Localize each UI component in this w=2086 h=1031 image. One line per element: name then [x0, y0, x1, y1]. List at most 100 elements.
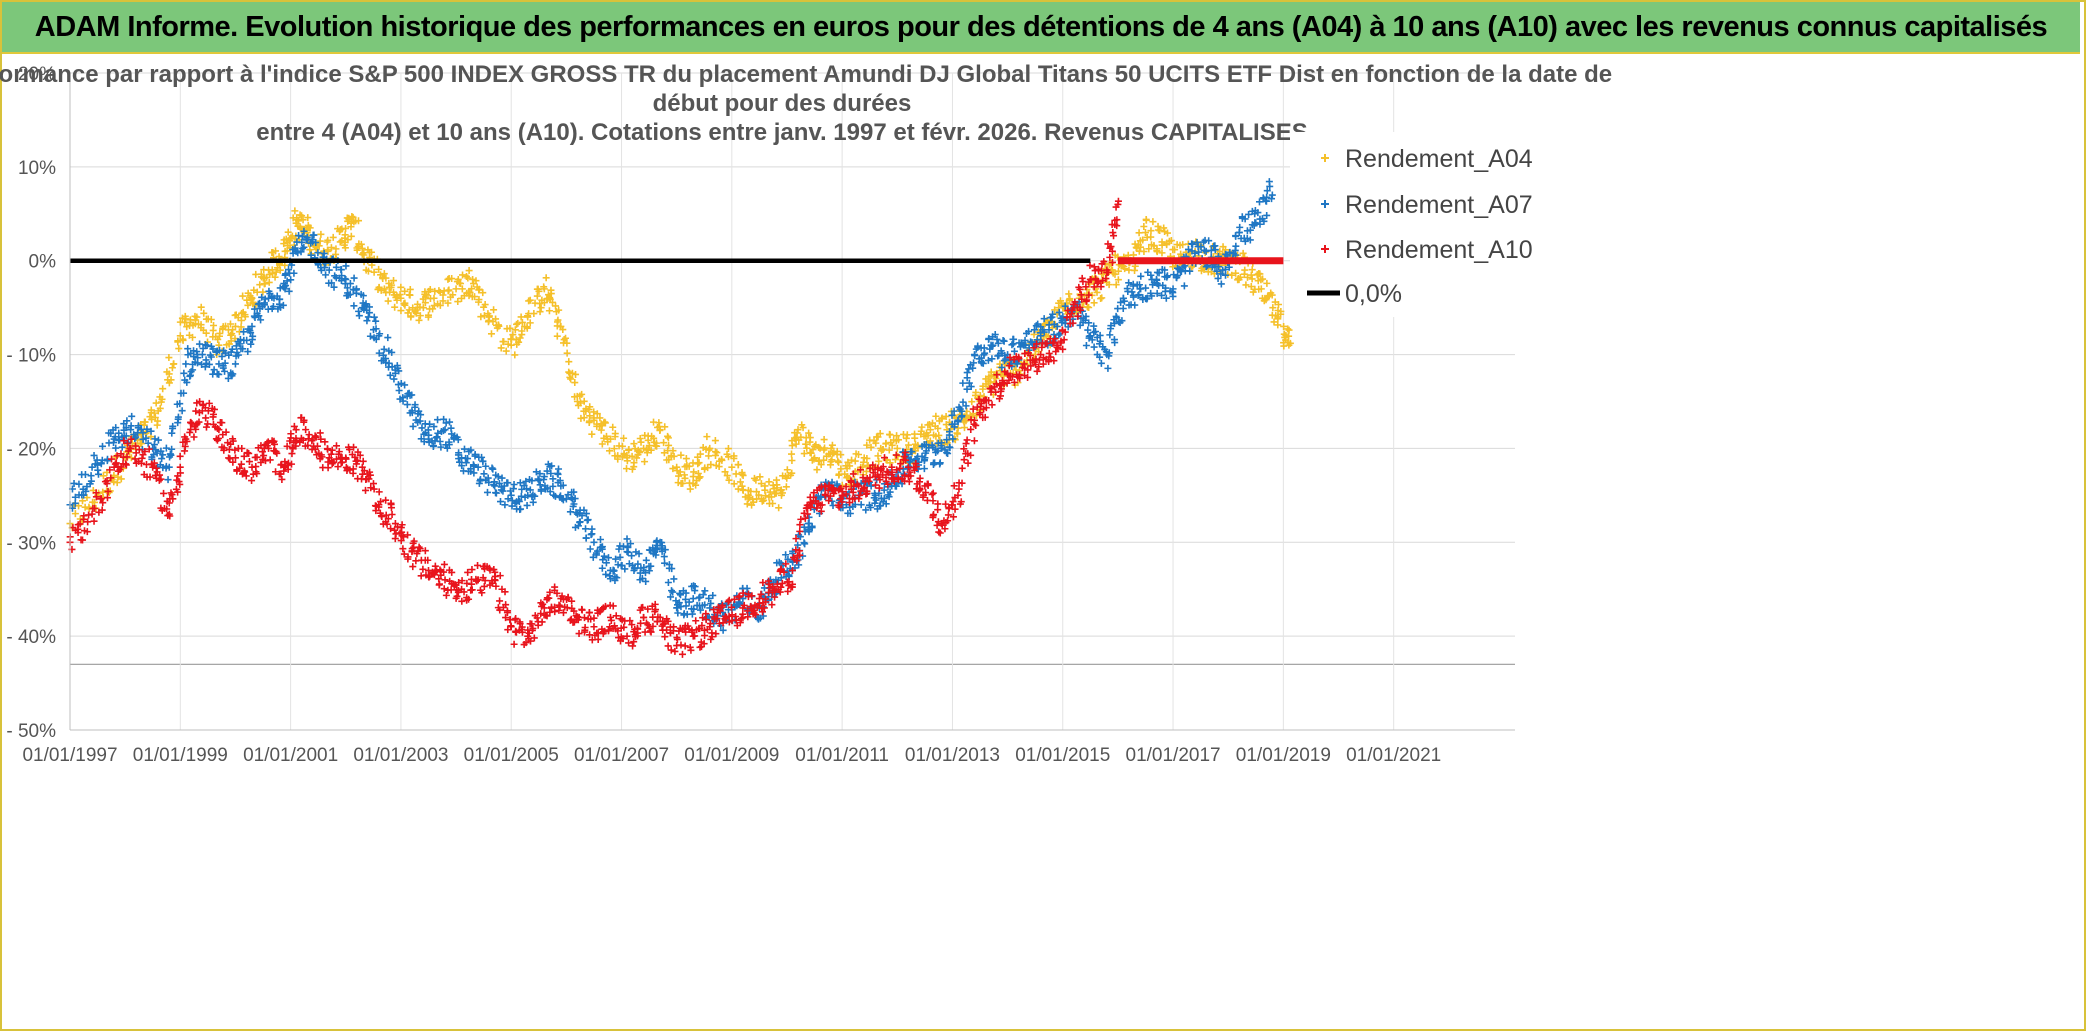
- rendement-a10-point: [491, 568, 499, 576]
- rendement-a10-point: [400, 550, 408, 558]
- rendement-a07-point: [218, 352, 226, 360]
- rendement-a10-point: [69, 524, 77, 532]
- rendement-a07-point: [993, 335, 1001, 343]
- rendement-a07-point: [1251, 210, 1259, 218]
- rendement-a10-point: [785, 578, 793, 586]
- rendement-a10-point: [955, 485, 963, 493]
- rendement-a07-point: [299, 245, 307, 253]
- rendement-a10-point: [215, 426, 223, 434]
- rendement-a10-point: [875, 484, 883, 492]
- rendement-a07-point: [606, 575, 614, 583]
- rendement-a04-point: [455, 279, 463, 287]
- rendement-a07-point: [661, 546, 669, 554]
- rendement-a07-point: [892, 482, 900, 490]
- rendement-a07-point: [784, 555, 792, 563]
- rendement-a10-point: [719, 601, 727, 609]
- rendement-a07-point: [571, 495, 579, 503]
- rendement-a10-point: [604, 627, 612, 635]
- rendement-a07-point: [157, 447, 165, 455]
- rendement-a07-point: [342, 275, 350, 283]
- rendement-a07-point: [1123, 285, 1131, 293]
- rendement-a07-point: [945, 431, 953, 439]
- rendement-a07-point: [437, 443, 445, 451]
- rendement-a10-point: [1071, 298, 1079, 306]
- rendement-a10-point: [440, 585, 448, 593]
- rendement-a07-point: [406, 391, 414, 399]
- rendement-a10-point: [289, 445, 297, 453]
- rendement-a10-point: [91, 504, 99, 512]
- rendement-a04-point: [272, 268, 280, 276]
- rendement-a04-point: [728, 463, 736, 471]
- rendement-a04-point: [545, 307, 553, 315]
- rendement-a10-point: [929, 497, 937, 505]
- rendement-a10-point: [559, 595, 567, 603]
- rendement-a07-point: [537, 487, 545, 495]
- rendement-a04-point: [932, 412, 940, 420]
- rendement-a04-point: [738, 469, 746, 477]
- rendement-a04-point: [367, 248, 375, 256]
- rendement-a10-point: [988, 401, 996, 409]
- rendement-a04-point: [207, 315, 215, 323]
- rendement-a10-point: [231, 446, 239, 454]
- rendement-a07-point: [1191, 249, 1199, 257]
- rendement-a10-point: [263, 442, 271, 450]
- rendement-a10-point: [747, 602, 755, 610]
- rendement-a07-point: [1112, 312, 1120, 320]
- rendement-a10-point: [866, 474, 874, 482]
- rendement-a07-point: [280, 283, 288, 291]
- rendement-a10-point: [192, 407, 200, 415]
- rendement-a07-point: [1085, 319, 1093, 327]
- rendement-a10-point: [271, 440, 279, 448]
- rendement-a10-point: [176, 463, 184, 471]
- rendement-a04-point: [526, 296, 534, 304]
- rendement-a07-point: [1101, 345, 1109, 353]
- rendement-a10-point: [949, 498, 957, 506]
- rendement-a07-point: [543, 484, 551, 492]
- rendement-a07-point: [154, 436, 162, 444]
- rendement-a04-point: [601, 418, 609, 426]
- rendement-a04-point: [323, 238, 331, 246]
- rendement-a07-point: [616, 553, 624, 561]
- rendement-a07-point: [599, 556, 607, 564]
- rendement-a04-point: [370, 268, 378, 276]
- rendement-a10-point: [440, 568, 448, 576]
- rendement-a10-point: [793, 557, 801, 565]
- rendement-a04-point: [436, 301, 444, 309]
- rendement-a07-point: [635, 550, 643, 558]
- rendement-a04-point: [736, 478, 744, 486]
- rendement-a07-point: [522, 477, 530, 485]
- rendement-a10-point: [1060, 336, 1068, 344]
- rendement-a04-point: [329, 233, 337, 241]
- rendement-a07-point: [696, 606, 704, 614]
- rendement-a04-point: [226, 320, 234, 328]
- rendement-a10-point: [1045, 349, 1053, 357]
- rendement-a07-point: [1226, 248, 1234, 256]
- rendement-a10-point: [283, 442, 291, 450]
- rendement-a10-point: [784, 587, 792, 595]
- rendement-a07-point: [128, 412, 136, 420]
- rendement-a07-point: [1129, 282, 1137, 290]
- rendement-a04-point: [393, 292, 401, 300]
- rendement-a04-point: [509, 331, 517, 339]
- rendement-a10-point: [181, 433, 189, 441]
- rendement-a04-point: [415, 316, 423, 324]
- rendement-a04-point: [676, 468, 684, 476]
- rendement-a10-point: [204, 407, 212, 415]
- rendement-a04-point: [652, 439, 660, 447]
- rendement-a10-point: [241, 468, 249, 476]
- rendement-a04-point: [536, 308, 544, 316]
- rendement-a04-point: [1093, 288, 1101, 296]
- rendement-a10-point: [501, 588, 509, 596]
- rendement-a04-point: [664, 434, 672, 442]
- rendement-a04-point: [723, 472, 731, 480]
- rendement-a04-point: [792, 440, 800, 448]
- rendement-a04-point: [636, 434, 644, 442]
- rendement-a04-point: [724, 453, 732, 461]
- rendement-a07-point: [920, 457, 928, 465]
- rendement-a07-point: [454, 436, 462, 444]
- rendement-a10-point: [801, 514, 809, 522]
- rendement-a10-point: [641, 628, 649, 636]
- rendement-a10-point: [485, 564, 493, 572]
- rendement-a10-point: [1104, 268, 1112, 276]
- rendement-a07-point: [1232, 232, 1240, 240]
